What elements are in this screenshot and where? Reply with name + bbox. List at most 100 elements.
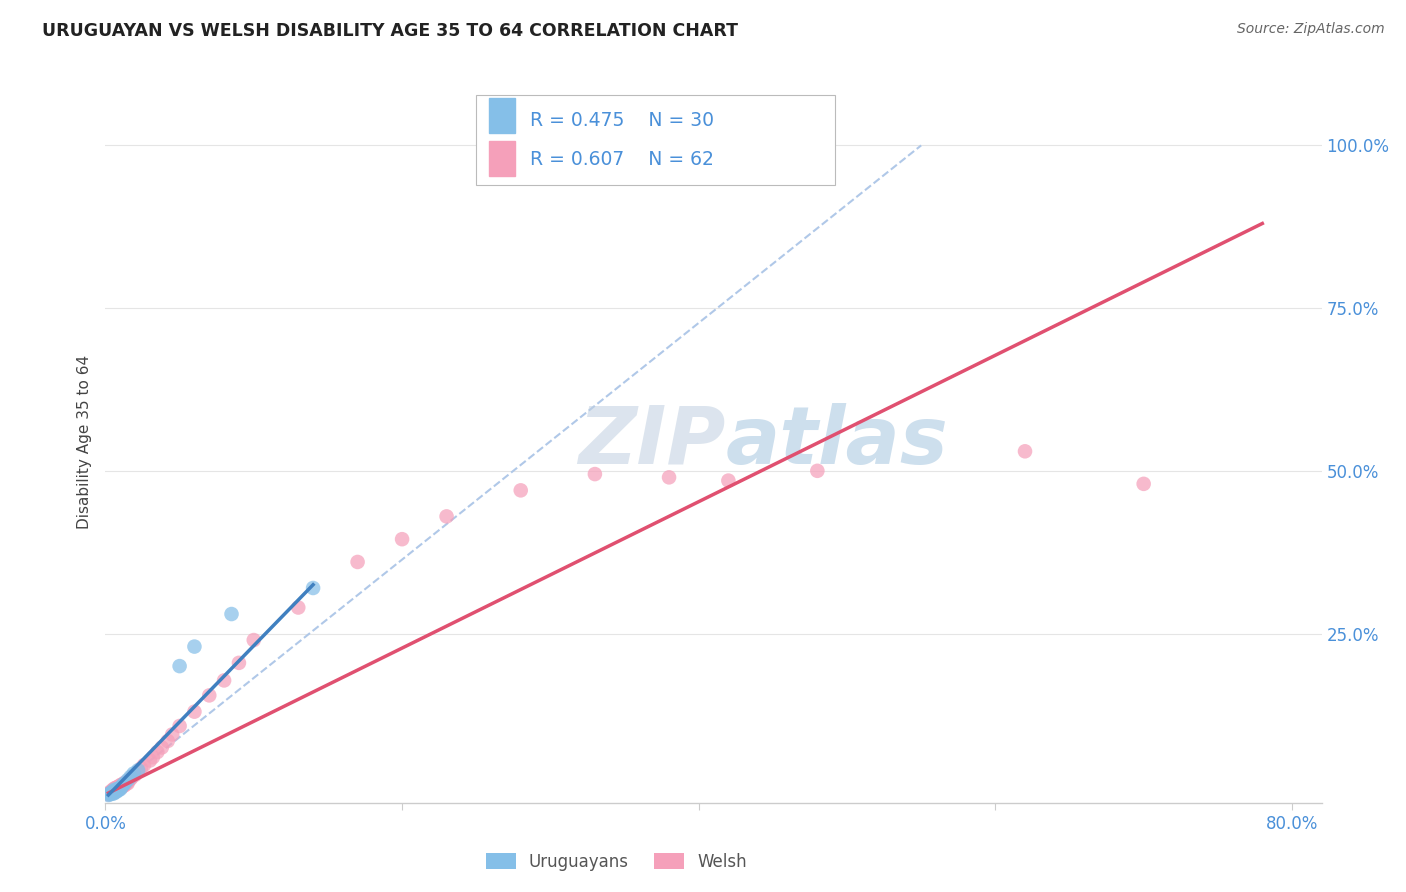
- Text: R = 0.607    N = 62: R = 0.607 N = 62: [530, 150, 714, 169]
- Point: [105, 784, 128, 798]
- Point: [302, 581, 325, 595]
- Point: [1014, 444, 1036, 458]
- Text: atlas: atlas: [725, 402, 949, 481]
- Point: [115, 776, 138, 790]
- Point: [120, 770, 142, 784]
- Point: [221, 607, 243, 621]
- Point: [107, 782, 129, 797]
- Point: [150, 740, 173, 755]
- Point: [100, 786, 122, 800]
- Point: [112, 778, 135, 792]
- Point: [101, 785, 124, 799]
- Point: [104, 782, 127, 797]
- Point: [583, 467, 606, 481]
- Point: [105, 782, 128, 797]
- Point: [120, 772, 142, 786]
- Point: [124, 768, 146, 782]
- Point: [118, 772, 141, 787]
- Point: [436, 509, 458, 524]
- Point: [1132, 476, 1154, 491]
- Point: [132, 758, 155, 772]
- Point: [110, 780, 132, 795]
- Text: R = 0.475    N = 30: R = 0.475 N = 30: [530, 111, 714, 129]
- Point: [146, 745, 169, 759]
- Point: [346, 555, 368, 569]
- Point: [198, 689, 221, 703]
- Point: [121, 770, 143, 784]
- Legend: Uruguayans, Welsh: Uruguayans, Welsh: [479, 847, 754, 878]
- Point: [391, 532, 413, 546]
- Point: [806, 464, 828, 478]
- Point: [112, 779, 135, 793]
- Point: [107, 780, 129, 794]
- Point: [717, 474, 740, 488]
- Point: [97, 788, 120, 802]
- Point: [111, 780, 134, 794]
- Point: [169, 719, 191, 733]
- Point: [127, 764, 149, 778]
- Point: [110, 780, 132, 794]
- Point: [103, 782, 125, 797]
- Point: [103, 786, 125, 800]
- Point: [169, 659, 191, 673]
- Point: [117, 776, 139, 790]
- Point: [104, 785, 127, 799]
- Point: [112, 777, 135, 791]
- Point: [107, 781, 129, 796]
- Point: [101, 787, 124, 801]
- Point: [183, 640, 205, 654]
- Point: [509, 483, 531, 498]
- Point: [228, 656, 250, 670]
- Point: [97, 787, 120, 801]
- Point: [117, 775, 139, 789]
- Point: [114, 775, 136, 789]
- Text: ZIP: ZIP: [578, 402, 725, 481]
- Bar: [488, 98, 516, 133]
- Text: Source: ZipAtlas.com: Source: ZipAtlas.com: [1237, 22, 1385, 37]
- Y-axis label: Disability Age 35 to 64: Disability Age 35 to 64: [76, 354, 91, 529]
- Text: URUGUAYAN VS WELSH DISABILITY AGE 35 TO 64 CORRELATION CHART: URUGUAYAN VS WELSH DISABILITY AGE 35 TO …: [42, 22, 738, 40]
- Point: [114, 776, 136, 790]
- Point: [142, 750, 165, 764]
- Point: [117, 772, 139, 787]
- Point: [98, 787, 121, 801]
- Point: [110, 780, 132, 795]
- Point: [98, 788, 121, 802]
- Point: [100, 784, 122, 798]
- Point: [104, 780, 127, 795]
- Point: [101, 785, 124, 799]
- Point: [103, 784, 125, 798]
- Point: [122, 766, 145, 780]
- Point: [101, 785, 124, 799]
- Point: [242, 633, 264, 648]
- Point: [103, 784, 125, 798]
- Point: [129, 761, 152, 775]
- Point: [105, 780, 128, 794]
- Point: [658, 470, 681, 484]
- Point: [111, 780, 134, 794]
- Point: [104, 783, 127, 797]
- Point: [183, 705, 205, 719]
- Point: [98, 787, 121, 801]
- Point: [100, 786, 122, 800]
- Point: [103, 782, 125, 797]
- Point: [98, 785, 121, 799]
- Point: [101, 783, 124, 797]
- Point: [107, 782, 129, 797]
- Point: [212, 673, 235, 688]
- Point: [101, 782, 124, 797]
- Point: [114, 778, 136, 792]
- Point: [287, 600, 309, 615]
- Point: [127, 764, 149, 779]
- Point: [139, 754, 162, 768]
- Point: [111, 778, 134, 792]
- Point: [105, 782, 128, 797]
- Bar: [488, 141, 516, 176]
- Point: [156, 734, 179, 748]
- Point: [105, 781, 128, 796]
- Point: [110, 782, 132, 797]
- Point: [100, 785, 122, 799]
- Point: [97, 788, 120, 802]
- Point: [110, 778, 132, 792]
- Point: [103, 781, 125, 796]
